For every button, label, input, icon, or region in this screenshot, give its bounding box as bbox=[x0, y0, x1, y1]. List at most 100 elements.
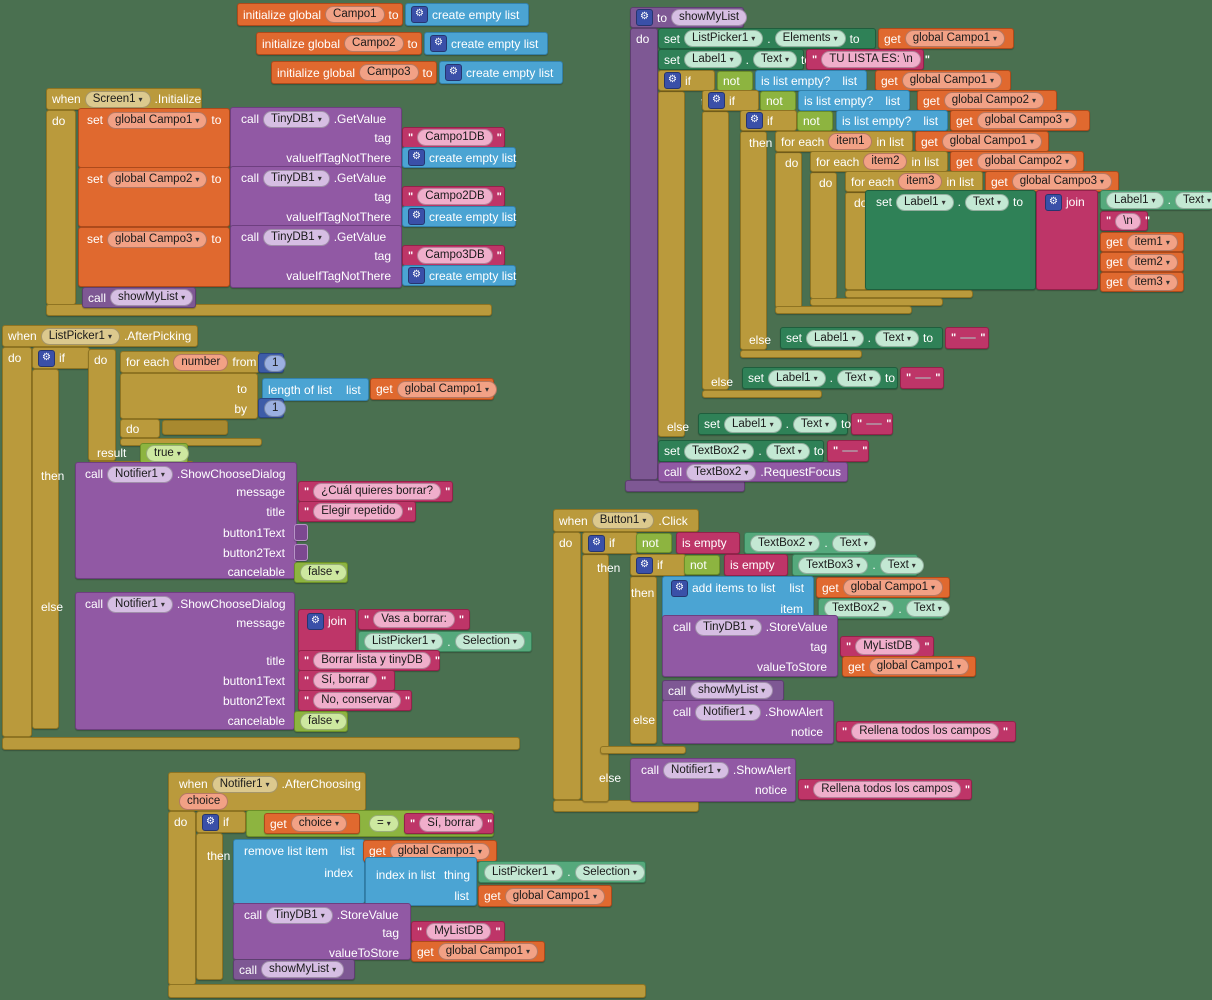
label1-text-join-arg[interactable]: Label1 ▾. Text ▾ bbox=[1100, 190, 1212, 210]
dropdown-field[interactable]: TinyDB1 ▾ bbox=[266, 906, 333, 924]
dropdown-field[interactable]: Text ▾ bbox=[765, 442, 810, 460]
foreach-number-row[interactable]: for each number from bbox=[120, 351, 260, 373]
get-choice[interactable]: get choice ▾ bbox=[264, 813, 360, 834]
gear-icon[interactable]: ⚙ bbox=[445, 64, 462, 81]
text-tu-lista-es[interactable]: " TU LISTA ES: \n " bbox=[806, 49, 930, 70]
dropdown-field[interactable]: Text ▾ bbox=[752, 51, 798, 68]
dropdown-field[interactable]: TextBox3 ▾ bbox=[798, 556, 869, 574]
dropdown-field[interactable]: global Campo2 ▾ bbox=[107, 170, 208, 188]
logic-false-2[interactable]: false ▾ bbox=[294, 711, 348, 732]
editable-field[interactable]: number bbox=[173, 353, 229, 371]
if-block-afterchoosing[interactable]: ⚙ if bbox=[196, 811, 246, 833]
editable-field[interactable]: Campo3 bbox=[359, 64, 419, 81]
button1text-socket-1[interactable] bbox=[294, 524, 308, 541]
dropdown-field[interactable]: Label1 ▾ bbox=[768, 369, 826, 387]
text-borrar-lista-tinydb[interactable]: " Borrar lista y tinyDB " bbox=[298, 650, 440, 671]
editable-field[interactable] bbox=[866, 423, 883, 425]
to-showmylist-header[interactable]: ⚙ to showMyList bbox=[630, 7, 748, 28]
button1-click-bottom[interactable] bbox=[553, 800, 699, 812]
dropdown-field[interactable]: ListPicker1 ▾ bbox=[684, 30, 764, 47]
editable-field[interactable]: Sí, borrar bbox=[419, 815, 484, 832]
get-campo1-remove[interactable]: get global Campo1 ▾ bbox=[363, 840, 497, 862]
foreach2-spine[interactable] bbox=[810, 172, 837, 299]
text-empty-1[interactable]: " " bbox=[851, 413, 893, 435]
gear-icon[interactable]: ⚙ bbox=[38, 349, 55, 367]
editable-field[interactable]: Rellena todos los campos bbox=[813, 781, 961, 798]
dropdown-field[interactable]: = ▾ bbox=[369, 814, 399, 832]
listpicker-selection-join[interactable]: ListPicker1 ▾. Selection ▾ bbox=[358, 631, 532, 652]
get-item1-join-arg[interactable]: get item1 ▾ bbox=[1100, 232, 1184, 252]
get-campo1-storevalue-choose[interactable]: get global Campo1 ▾ bbox=[411, 941, 545, 962]
logic-not-1[interactable]: not bbox=[717, 71, 753, 91]
dropdown-field[interactable]: global Campo1 ▾ bbox=[901, 72, 1003, 89]
editable-field[interactable]: TU LISTA ES: \n bbox=[821, 51, 921, 68]
editable-field[interactable]: item3 bbox=[898, 173, 943, 190]
get-item3-join-arg[interactable]: get item3 ▾ bbox=[1100, 272, 1184, 292]
editable-field[interactable]: item2 bbox=[863, 153, 908, 170]
text-si-borrar-1[interactable]: " Sí, borrar " bbox=[298, 670, 395, 691]
dropdown-field[interactable]: Label1 ▾ bbox=[896, 193, 954, 211]
do-result-spine[interactable]: do bbox=[88, 349, 116, 461]
set-label1-empty-2[interactable]: set Label1 ▾. Text ▾ to bbox=[742, 367, 898, 389]
dropdown-field[interactable]: Button1 ▾ bbox=[591, 512, 655, 529]
listpicker-selection-index[interactable]: ListPicker1 ▾. Selection ▾ bbox=[478, 861, 646, 883]
editable-field[interactable]: ¿Cuál quieres borrar? bbox=[313, 483, 442, 500]
editable-field[interactable]: Rellena todos los campos bbox=[851, 723, 999, 740]
dropdown-field[interactable]: TinyDB1 ▾ bbox=[263, 228, 330, 246]
editable-field[interactable]: 1 bbox=[264, 354, 287, 372]
if2-block-showmylist[interactable]: ⚙ if bbox=[702, 90, 759, 111]
foreach-item3-row[interactable]: for each item3 in list bbox=[845, 171, 983, 192]
text-mylistdb-choose[interactable]: " MyListDB " bbox=[411, 921, 505, 942]
dropdown-field[interactable]: Elements ▾ bbox=[774, 30, 846, 47]
gear-icon[interactable]: ⚙ bbox=[430, 35, 447, 52]
showmylist-spine[interactable]: do bbox=[630, 28, 658, 480]
editable-field[interactable]: Elegir repetido bbox=[313, 503, 404, 520]
is-empty-1[interactable]: is empty bbox=[676, 532, 740, 554]
editable-field[interactable] bbox=[842, 450, 859, 452]
editable-field[interactable]: Campo2DB bbox=[417, 188, 493, 205]
get-item2-join-arg[interactable]: get item2 ▾ bbox=[1100, 252, 1184, 272]
afterpicking-spine[interactable]: do bbox=[2, 347, 32, 737]
dropdown-field[interactable]: choice ▾ bbox=[290, 815, 347, 832]
foreach1-close-lip[interactable] bbox=[775, 306, 912, 314]
dropdown-field[interactable]: Text ▾ bbox=[792, 415, 838, 433]
if2-close-lip[interactable] bbox=[702, 390, 822, 398]
editable-field[interactable]: No, conservar bbox=[313, 692, 401, 709]
dropdown-field[interactable]: Text ▾ bbox=[964, 193, 1010, 211]
text-no-conservar[interactable]: " No, conservar " bbox=[298, 690, 412, 711]
foreach-do-socket[interactable] bbox=[162, 420, 228, 435]
is-list-empty-1[interactable]: is list empty? list bbox=[755, 70, 867, 91]
dropdown-field[interactable]: false ▾ bbox=[300, 564, 348, 581]
text-empty-3[interactable]: " " bbox=[945, 327, 989, 349]
button1-click-spine[interactable]: do bbox=[553, 532, 581, 800]
text-campo3db[interactable]: " Campo3DB " bbox=[402, 245, 505, 266]
dropdown-field[interactable]: Text ▾ bbox=[879, 556, 924, 574]
gear-icon[interactable]: ⚙ bbox=[636, 556, 653, 574]
dropdown-field[interactable]: Notifier1 ▾ bbox=[695, 703, 761, 721]
dropdown-field[interactable]: Notifier1 ▾ bbox=[211, 775, 278, 793]
dropdown-field[interactable]: Screen1 ▾ bbox=[84, 90, 151, 108]
is-list-empty-2[interactable]: is list empty? list bbox=[798, 90, 910, 111]
gear-icon[interactable]: ⚙ bbox=[636, 9, 653, 26]
editable-field[interactable]: Sí, borrar bbox=[313, 672, 378, 689]
editable-field[interactable] bbox=[960, 337, 977, 339]
text-empty-tb2[interactable]: " " bbox=[827, 440, 869, 462]
editable-field[interactable]: item1 bbox=[828, 133, 873, 150]
dropdown-field[interactable]: showMyList ▾ bbox=[261, 961, 345, 978]
dropdown-field[interactable]: global Campo3 ▾ bbox=[976, 112, 1078, 129]
foreach-number-bottom[interactable] bbox=[120, 438, 262, 446]
foreach-item1-row[interactable]: for each item1 in list bbox=[775, 131, 913, 152]
if-afterpicking-spine[interactable] bbox=[32, 369, 59, 729]
if2-spine-showmylist[interactable] bbox=[702, 111, 729, 390]
dropdown-field[interactable]: Selection ▾ bbox=[454, 633, 525, 650]
dropdown-field[interactable]: Text ▾ bbox=[874, 329, 920, 347]
dropdown-field[interactable]: Notifier1 ▾ bbox=[663, 761, 729, 779]
dropdown-field[interactable]: global Campo1 ▾ bbox=[389, 842, 491, 860]
text-elegir-repetido[interactable]: " Elegir repetido " bbox=[298, 501, 416, 522]
foreach-item2-row[interactable]: for each item2 in list bbox=[810, 151, 948, 172]
dropdown-field[interactable]: global Campo1 ▾ bbox=[107, 111, 208, 129]
logic-not-2[interactable]: not bbox=[760, 91, 796, 111]
gear-icon[interactable]: ⚙ bbox=[1045, 193, 1062, 211]
dropdown-field[interactable]: item1 ▾ bbox=[1126, 233, 1178, 251]
dropdown-field[interactable]: ListPicker1 ▾ bbox=[364, 633, 444, 650]
